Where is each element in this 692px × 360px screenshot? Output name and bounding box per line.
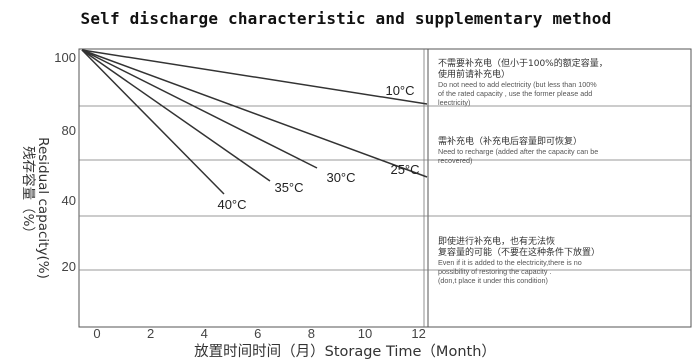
series-label: 10°C [385, 83, 414, 98]
zone-note-en: possibility of restoring the capacity . [438, 267, 551, 276]
axis-ticks: 20 40 80 100 0 2 4 6 8 10 12 [54, 50, 426, 341]
y-tick-label: 40 [62, 193, 76, 208]
x-tick-label: 2 [147, 326, 154, 341]
x-tick-label: 4 [201, 326, 208, 341]
zone-note-zh: 不需要补充电（但小于100%的额定容量， [438, 57, 608, 69]
series-line [81, 49, 428, 105]
zone-note-zh: 需补充电（补充电后容量即可恢复） [438, 135, 582, 147]
zone-note-en: of the rated capacity , use the former p… [438, 89, 592, 98]
zone-note-en: Do not need to add electricity (but less… [438, 80, 597, 89]
series-line [81, 49, 225, 195]
x-tick-label: 0 [93, 326, 100, 341]
series-label: 30°C [326, 170, 355, 185]
series-label: 40°C [217, 197, 246, 212]
series-lines [81, 49, 428, 195]
x-tick-label: 6 [254, 326, 261, 341]
series-line [81, 49, 318, 169]
y-tick-label: 80 [62, 123, 76, 138]
series-label: 35°C [274, 180, 303, 195]
zone-note-en: leectricity) [438, 98, 470, 107]
zone-note-en: Need to recharge (added after the capaci… [438, 147, 598, 156]
y-axis-label-en: Residual capacity(%) [35, 137, 51, 279]
series-line [81, 49, 428, 178]
grid-lines [79, 105, 691, 271]
zone-note-zh: 复容量的可能（不要在这种条件下放置） [438, 246, 600, 258]
series-labels: 10°C 25°C 30°C 35°C 40°C [217, 83, 419, 212]
x-axis-label: 放置时间时间（月）Storage Time（Month） [194, 343, 496, 360]
x-tick-label: 8 [308, 326, 315, 341]
chart-title: Self discharge characteristic and supple… [80, 9, 612, 28]
series-label: 25°C [390, 162, 419, 177]
zone-note-en: Even if it is added to the electricity,t… [438, 258, 582, 267]
zone-notes: 不需要补充电（但小于100%的额定容量，使用前请补充电）Do not need … [438, 57, 608, 285]
plot-border [78, 48, 692, 328]
zone-note-en: recovered) [438, 156, 472, 165]
zone-note-zh: 即使进行补充电，也有无法恢 [438, 235, 555, 247]
y-tick-label: 20 [62, 259, 76, 274]
x-tick-label: 12 [411, 326, 425, 341]
y-tick-label: 100 [54, 50, 76, 65]
zone-note-en: (don,t place it under this condition) [438, 276, 548, 285]
x-tick-label: 10 [358, 326, 372, 341]
series-line [81, 49, 271, 182]
y-axis-label-zh: 残存容量（%） [20, 146, 37, 240]
plot-frame [78, 48, 692, 328]
zone-note-zh: 使用前请补充电） [438, 68, 510, 80]
